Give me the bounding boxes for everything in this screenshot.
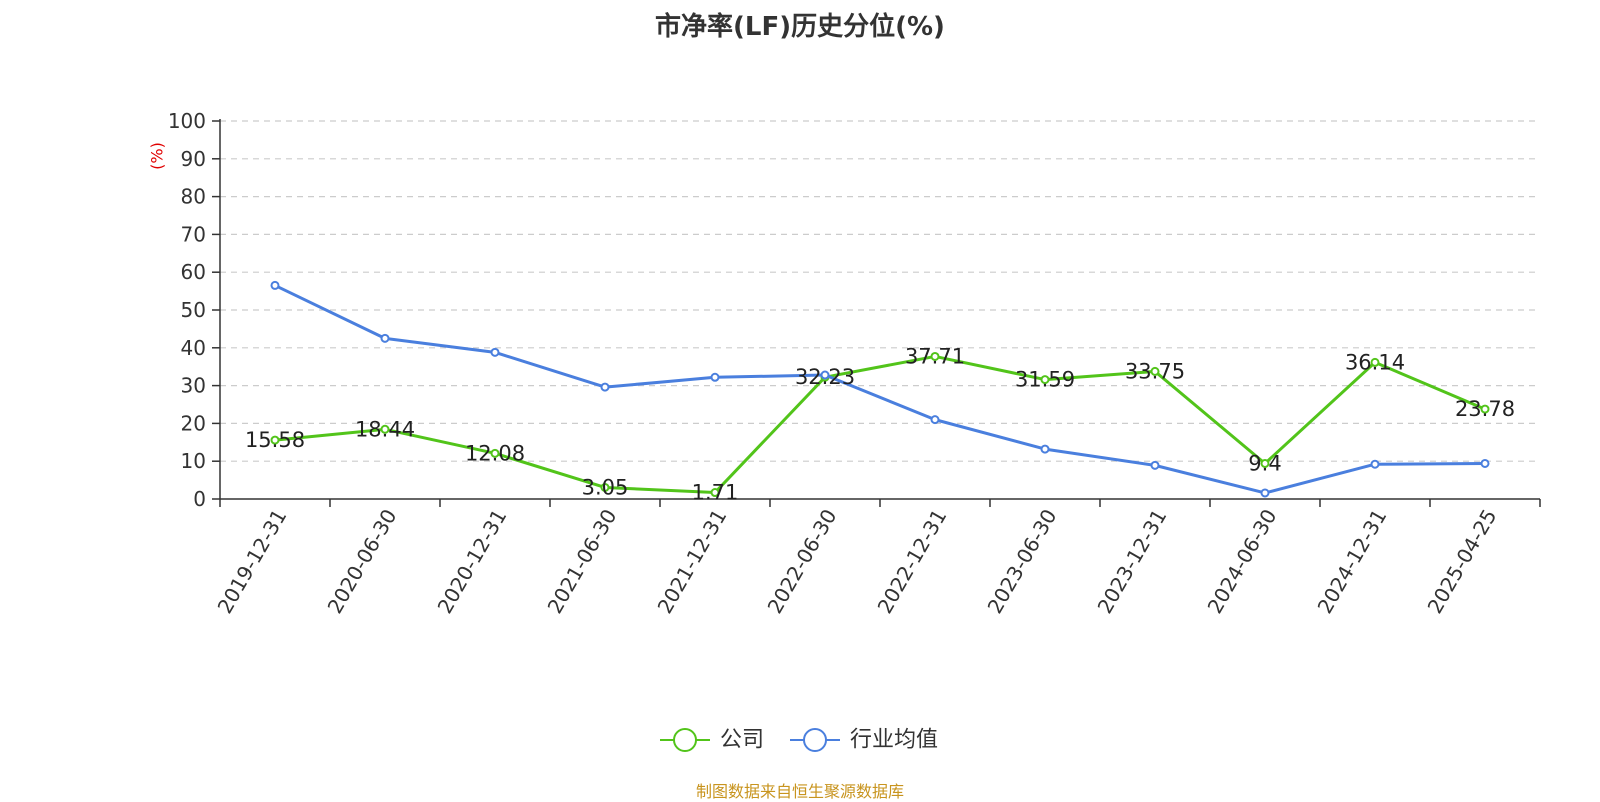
data-point xyxy=(600,382,610,392)
data-point xyxy=(270,435,280,445)
data-label: 23.78 xyxy=(1455,397,1515,421)
data-point xyxy=(1370,459,1380,469)
data-point xyxy=(490,448,500,458)
data-label: 15.58 xyxy=(245,428,305,452)
data-point xyxy=(930,415,940,425)
data-point xyxy=(380,333,390,343)
data-point xyxy=(1260,488,1270,498)
legend-label: 行业均值 xyxy=(850,728,938,753)
x-tick-label: 2024-06-30 xyxy=(1202,505,1281,618)
legend-marker xyxy=(803,728,827,752)
series-line-2 xyxy=(274,284,1486,495)
y-axis-label: (%) xyxy=(148,142,167,170)
x-tick-label: 2023-06-30 xyxy=(982,505,1061,618)
y-tick-label: 40 xyxy=(181,336,206,360)
data-label: 32.23 xyxy=(795,365,855,389)
x-tick-label: 2020-12-31 xyxy=(432,505,511,618)
data-label: 31.59 xyxy=(1015,368,1075,392)
data-point xyxy=(600,482,610,492)
y-tick-label: 0 xyxy=(193,487,206,511)
y-tick-label: 20 xyxy=(181,411,206,435)
x-tick-label: 2020-06-30 xyxy=(322,505,401,618)
x-tick-label: 2022-06-30 xyxy=(762,505,841,618)
legend-marker xyxy=(673,728,697,752)
data-label: 3.05 xyxy=(582,475,629,499)
data-point xyxy=(1370,357,1380,367)
y-tick-label: 70 xyxy=(181,222,206,246)
chart-title: 市净率(LF)历史分位(%) xyxy=(655,12,945,42)
data-point xyxy=(710,488,720,498)
series-line-1 xyxy=(274,354,1486,495)
data-point xyxy=(1040,375,1050,385)
y-tick-label: 10 xyxy=(181,449,206,473)
data-point xyxy=(1150,460,1160,470)
y-tick-label: 60 xyxy=(181,260,206,284)
y-tick-label: 80 xyxy=(181,185,206,209)
data-point xyxy=(380,424,390,434)
data-point xyxy=(1040,444,1050,454)
source-note: 制图数据来自恒生聚源数据库 xyxy=(695,782,904,801)
data-label: 9.4 xyxy=(1248,451,1281,475)
data-point xyxy=(710,372,720,382)
x-tick-label: 2021-12-31 xyxy=(652,505,731,618)
x-tick-label: 2021-06-30 xyxy=(542,505,621,618)
y-tick-label: 30 xyxy=(181,374,206,398)
y-tick-label: 100 xyxy=(168,109,206,133)
y-tick-label: 50 xyxy=(181,298,206,322)
x-tick-label: 2025-04-25 xyxy=(1422,505,1501,618)
data-point xyxy=(1150,366,1160,376)
legend-label: 公司 xyxy=(720,728,764,753)
data-point xyxy=(490,347,500,357)
y-tick-label: 90 xyxy=(181,147,206,171)
data-point xyxy=(1480,404,1490,414)
data-point xyxy=(270,280,280,290)
data-label: 37.71 xyxy=(905,344,965,368)
data-point xyxy=(930,351,940,361)
data-point xyxy=(820,370,830,380)
data-label: 1.71 xyxy=(692,481,739,505)
data-label: 18.44 xyxy=(355,417,415,441)
x-tick-label: 2023-12-31 xyxy=(1092,505,1171,618)
data-label: 12.08 xyxy=(465,441,525,465)
x-tick-label: 2022-12-31 xyxy=(872,505,951,618)
data-label: 33.75 xyxy=(1125,359,1185,383)
data-label: 36.14 xyxy=(1345,350,1405,374)
x-tick-label: 2024-12-31 xyxy=(1312,505,1391,618)
x-tick-label: 2019-12-31 xyxy=(212,505,291,618)
data-point xyxy=(1480,458,1490,468)
data-point xyxy=(1260,458,1270,468)
